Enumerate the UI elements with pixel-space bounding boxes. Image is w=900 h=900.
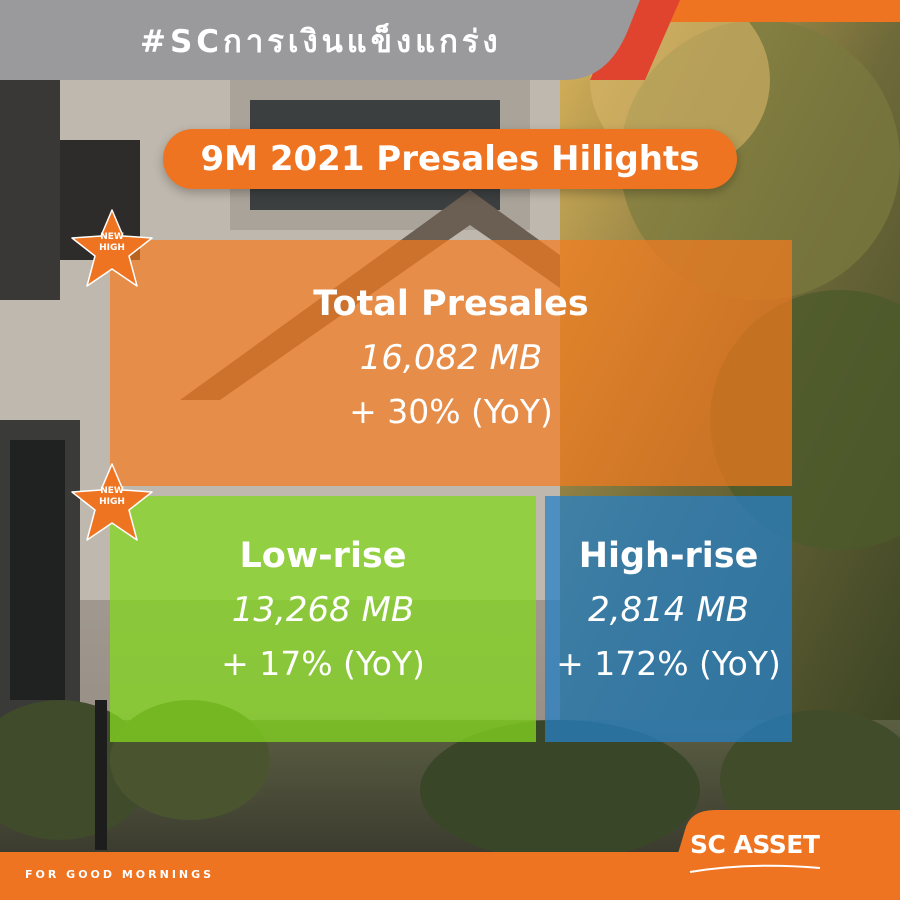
page-title-text: 9M 2021 Presales Hilights	[200, 139, 700, 179]
sc-asset-logo: SC ASSET	[690, 830, 820, 859]
low-rise-card: Low-rise 13,268 MB + 17% (YoY)	[110, 496, 536, 742]
star-icon	[71, 463, 153, 541]
new-high-label-line2: HIGH	[99, 243, 125, 253]
new-high-label: NEW HIGH	[70, 232, 154, 254]
high-rise-growth: + 172% (YoY)	[556, 644, 781, 683]
page-title: 9M 2021 Presales Hilights	[163, 129, 737, 189]
total-presales-value: 16,082 MB	[359, 338, 543, 378]
star-icon	[71, 209, 153, 287]
new-high-label-line2: HIGH	[99, 497, 125, 507]
new-high-star-badge: NEW HIGH	[70, 208, 154, 288]
footer-tagline: FOR GOOD MORNINGS	[25, 868, 215, 881]
low-rise-value: 13,268 MB	[231, 590, 415, 630]
new-high-star-badge: NEW HIGH	[70, 462, 154, 542]
high-rise-card: High-rise 2,814 MB + 172% (YoY)	[545, 496, 792, 742]
new-high-label-line1: NEW	[100, 486, 124, 496]
new-high-label: NEW HIGH	[70, 486, 154, 508]
total-presales-growth: + 30% (YoY)	[349, 392, 553, 431]
new-high-label-line1: NEW	[100, 232, 124, 242]
logo-tab	[640, 810, 900, 900]
hashtag-heading: #SCการเงินแข็งแกร่ง	[140, 24, 502, 60]
low-rise-growth: + 17% (YoY)	[221, 644, 425, 683]
total-presales-card: Total Presales 16,082 MB + 30% (YoY)	[110, 240, 792, 486]
total-presales-heading: Total Presales	[313, 284, 589, 324]
low-rise-heading: Low-rise	[239, 536, 407, 576]
header-banner	[0, 0, 900, 80]
high-rise-heading: High-rise	[578, 536, 759, 576]
high-rise-value: 2,814 MB	[588, 590, 749, 630]
